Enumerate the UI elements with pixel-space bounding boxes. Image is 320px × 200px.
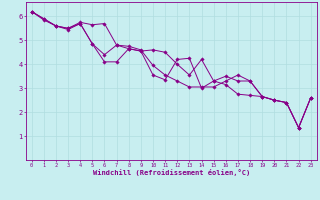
X-axis label: Windchill (Refroidissement éolien,°C): Windchill (Refroidissement éolien,°C) [92,169,250,176]
